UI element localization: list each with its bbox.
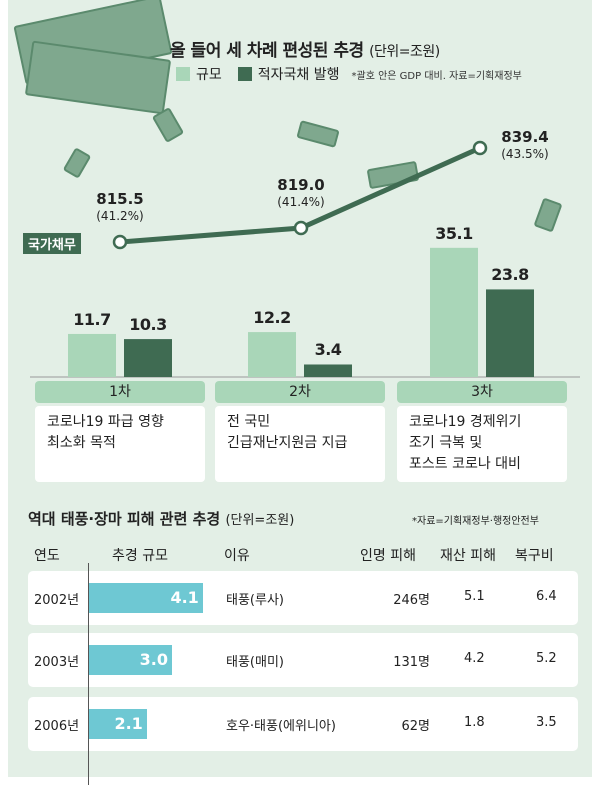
col-header-reason: 이유	[224, 548, 250, 564]
bar-value-label: 3.4	[314, 340, 342, 360]
debt-value-label: 819.0	[277, 176, 325, 194]
round-description: 코로나19 파급 영향 최소화 목적	[35, 406, 205, 482]
bar-size	[68, 333, 116, 377]
reason-cell: 태풍(루사)	[226, 593, 284, 608]
bar-deficit-bonds	[124, 339, 172, 377]
round-description: 코로나19 경제위기 조기 극복 및 포스트 코로나 대비	[397, 406, 567, 482]
table-row: 2003년 3.0 태풍(매미) 131명 4.2 5.2	[28, 633, 578, 687]
bar-value-label: 35.1	[435, 223, 473, 243]
year-cell: 2006년	[34, 719, 80, 734]
recovery-cell: 6.4	[536, 589, 557, 604]
round-tab: 1차	[35, 381, 205, 403]
debt-point	[112, 234, 128, 250]
debt-gdp-ratio-label: (43.5%)	[501, 147, 549, 161]
year-cell: 2003년	[34, 655, 80, 670]
size-bar: 2.1	[88, 709, 147, 739]
debt-value-label: 815.5	[96, 190, 144, 208]
chart-legend: 규모 적자국채 발행 *괄호 안은 GDP 대비. 자료=기획재정부	[176, 64, 522, 84]
property-cell: 1.8	[464, 715, 485, 730]
bar-size	[430, 247, 478, 377]
bar-value-label: 23.8	[491, 265, 529, 285]
round-tab: 3차	[397, 381, 567, 403]
round-description: 전 국민 긴급재난지원금 지급	[215, 406, 385, 482]
debt-gdp-ratio-label: (41.2%)	[96, 209, 144, 223]
bar-value-label: 12.2	[253, 308, 291, 328]
property-cell: 5.1	[464, 589, 485, 604]
recovery-cell: 5.2	[536, 651, 557, 666]
table-title: 역대 태풍·장마 피해 관련 추경 (단위=조원)	[28, 510, 295, 528]
property-cell: 4.2	[464, 651, 485, 666]
casualties-cell: 62명	[401, 719, 430, 734]
size-bar: 3.0	[88, 645, 172, 675]
table-row: 2002년 4.1 태풍(루사) 246명 5.1 6.4	[28, 571, 578, 625]
bar-deficit-bonds	[304, 364, 352, 377]
legend-label: 규모	[196, 67, 222, 83]
bar-deficit-bonds	[486, 289, 534, 377]
table-source: *자료=기획재정부·행정안전부	[412, 516, 539, 527]
chart-title: 올 들어 세 차례 편성된 추경 (단위=조원)	[170, 41, 440, 61]
table-row: 2006년 2.1 호우·태풍(에위니아) 62명 1.8 3.5	[28, 697, 578, 751]
col-header-casualties: 인명 피해	[360, 548, 416, 564]
year-cell: 2002년	[34, 593, 80, 608]
chart-note: *괄호 안은 GDP 대비. 자료=기획재정부	[351, 70, 522, 82]
reason-cell: 호우·태풍(에위니아)	[226, 719, 336, 734]
casualties-cell: 131명	[393, 655, 430, 670]
round-tab: 2차	[215, 381, 385, 403]
casualties-cell: 246명	[393, 593, 430, 608]
legend-label: 적자국채 발행	[257, 67, 340, 83]
bar-value-label: 11.7	[73, 309, 111, 329]
col-header-size: 추경 규모	[112, 548, 168, 564]
col-header-property: 재산 피해	[440, 548, 496, 564]
reason-cell: 태풍(매미)	[226, 655, 284, 670]
axis-line	[88, 563, 89, 785]
debt-value-label: 839.4	[501, 128, 549, 146]
chart-svg	[30, 140, 580, 378]
debt-gdp-ratio-label: (41.4%)	[277, 195, 325, 209]
recovery-cell: 3.5	[536, 715, 557, 730]
legend-swatch-size	[176, 67, 190, 81]
col-header-recovery: 복구비	[515, 548, 554, 564]
debt-label: 국가채무	[23, 233, 81, 254]
debt-point	[293, 220, 309, 236]
size-bar: 4.1	[88, 583, 203, 613]
legend-swatch-deficit-bonds	[237, 67, 252, 81]
bar-size	[248, 332, 296, 377]
bar-value-label: 10.3	[129, 315, 167, 335]
col-header-year: 연도	[34, 548, 60, 564]
debt-point	[472, 140, 488, 156]
